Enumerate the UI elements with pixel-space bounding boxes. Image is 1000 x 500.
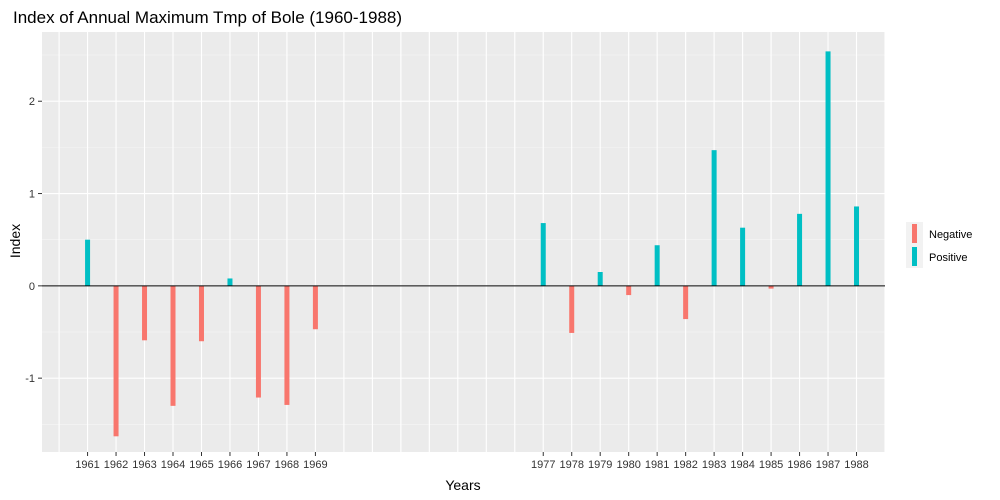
bar-1964 — [170, 285, 176, 406]
bar-1988 — [854, 206, 860, 286]
bar-1969 — [312, 285, 318, 330]
bar-1968 — [284, 285, 290, 405]
bar-1977 — [540, 223, 546, 286]
bars — [85, 51, 860, 437]
x-tick-label: 1979 — [588, 459, 612, 471]
chart-title: Index of Annual Maximum Tmp of Bole (196… — [13, 8, 402, 27]
legend-key-negative — [912, 224, 917, 243]
y-tick-label: 0 — [29, 281, 35, 293]
x-tick-label: 1988 — [844, 459, 868, 471]
bar-1982 — [683, 285, 689, 320]
legend: Negative Positive — [906, 222, 972, 268]
y-tick-label: -1 — [25, 373, 35, 385]
bar-1978 — [569, 285, 575, 333]
x-tick-label: 1984 — [730, 459, 754, 471]
bar-1980 — [626, 285, 632, 296]
bar-1965 — [198, 285, 204, 342]
bar-1985 — [768, 285, 774, 289]
x-tick-label: 1961 — [75, 459, 99, 471]
x-tick-label: 1966 — [218, 459, 242, 471]
bar-1986 — [797, 213, 803, 286]
legend-label-negative: Negative — [929, 229, 972, 241]
y-axis-ticks: -1 0 1 2 — [25, 96, 42, 385]
legend-label-positive: Positive — [929, 252, 968, 264]
bar-1984 — [740, 227, 746, 286]
x-tick-label: 1977 — [531, 459, 555, 471]
plot-panel — [42, 32, 885, 452]
y-tick-label: 2 — [29, 96, 35, 108]
bar-1963 — [142, 285, 148, 341]
bar-1962 — [113, 285, 119, 437]
x-tick-label: 1968 — [275, 459, 299, 471]
x-tick-label: 1963 — [132, 459, 156, 471]
x-tick-label: 1981 — [645, 459, 669, 471]
x-tick-label: 1987 — [816, 459, 840, 471]
x-tick-label: 1983 — [702, 459, 726, 471]
x-tick-label: 1986 — [787, 459, 811, 471]
x-tick-label: 1978 — [559, 459, 583, 471]
bar-1979 — [597, 272, 603, 286]
bar-1961 — [85, 239, 91, 286]
bar-1966 — [227, 278, 233, 286]
x-tick-label: 1965 — [189, 459, 213, 471]
y-axis-title: Index — [7, 224, 23, 258]
bar-1967 — [255, 285, 261, 398]
bar-1983 — [711, 150, 717, 286]
legend-key-positive — [912, 247, 917, 266]
x-tick-label: 1967 — [246, 459, 270, 471]
x-tick-label: 1964 — [161, 459, 185, 471]
y-tick-label: 1 — [29, 189, 35, 201]
x-tick-label: 1982 — [673, 459, 697, 471]
x-axis-ticks: 1961 1962 1963 1964 1965 1966 1967 1968 1969 1977… — [75, 452, 869, 471]
x-axis-title: Years — [445, 477, 480, 493]
x-tick-label: 1980 — [616, 459, 640, 471]
bar-1987 — [825, 51, 831, 286]
x-tick-label: 1962 — [104, 459, 128, 471]
bar-1981 — [654, 245, 660, 286]
x-tick-label: 1985 — [759, 459, 783, 471]
x-tick-label: 1969 — [303, 459, 327, 471]
